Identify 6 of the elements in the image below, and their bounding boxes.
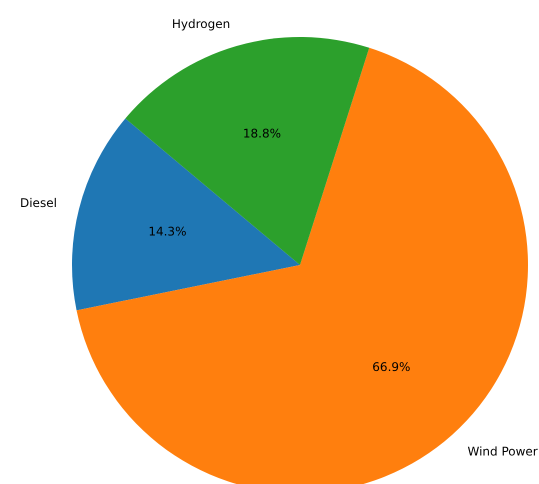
data-label: 14.3% [148,224,186,238]
slice-label: Hydrogen [172,17,230,32]
data-label: 18.8% [242,126,281,141]
data-label: 66.9% [372,360,410,374]
slice-label: Wind Power [467,444,538,459]
slice-label: Diesel [20,196,57,210]
